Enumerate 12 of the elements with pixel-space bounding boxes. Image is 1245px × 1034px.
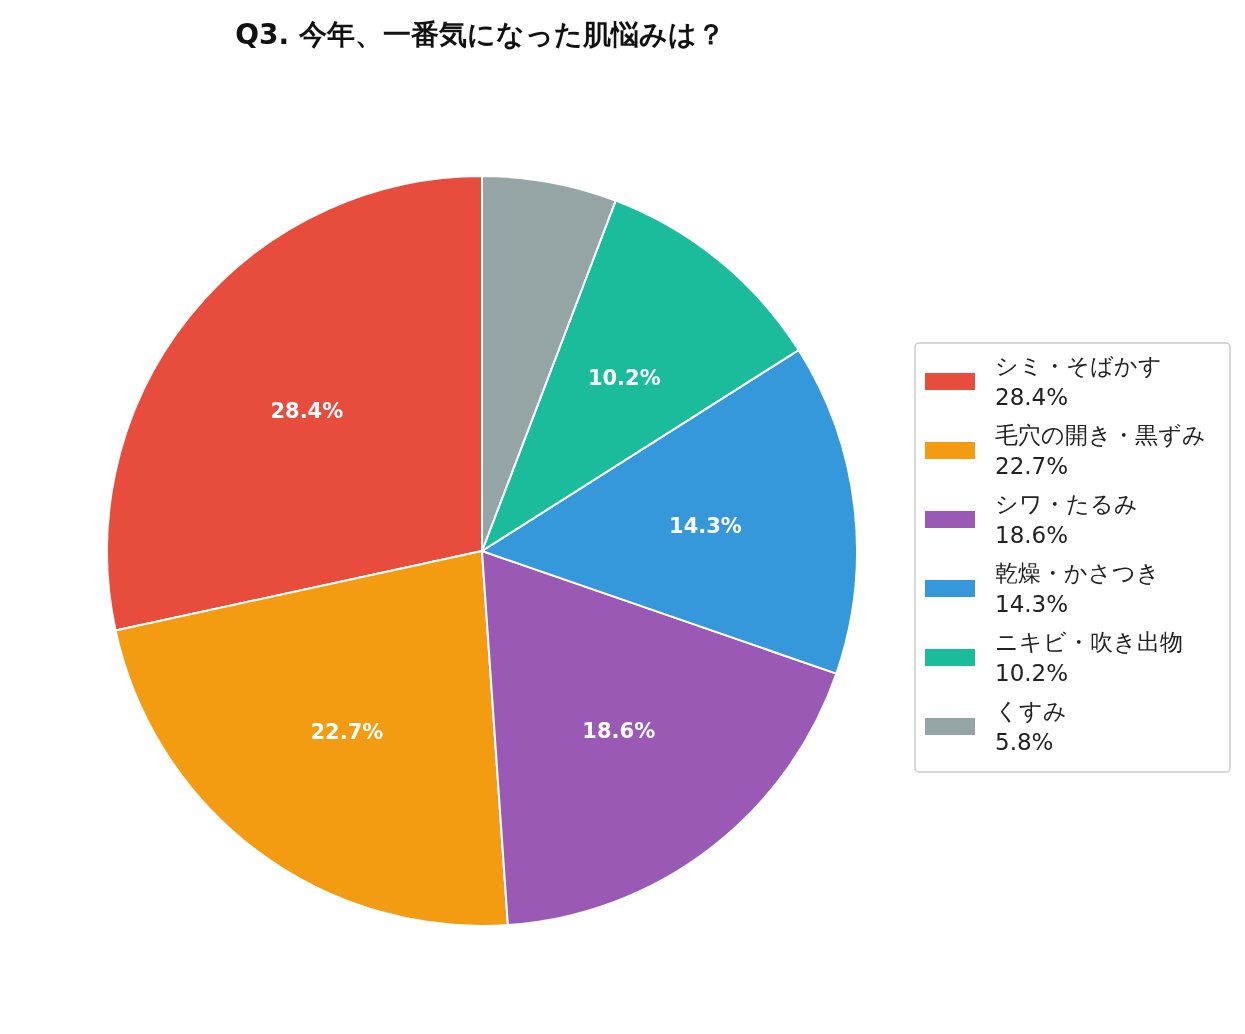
- legend-label: シミ・そばかす 28.4%: [995, 353, 1162, 410]
- data-label: 10.2%: [587, 365, 661, 390]
- data-label: 18.6%: [582, 718, 656, 743]
- legend-label: ニキビ・吹き出物 10.2%: [995, 629, 1183, 686]
- legend-label: シワ・たるみ 18.6%: [995, 491, 1138, 548]
- legend-label: くすみ 5.8%: [995, 698, 1067, 755]
- data-label: 28.4%: [270, 398, 344, 423]
- legend-label: 乾燥・かさつき 14.3%: [995, 560, 1160, 617]
- chart-title: Q3. 今年、一番気になった肌悩みは？: [235, 18, 725, 51]
- data-label: 22.7%: [310, 719, 384, 744]
- data-label: 14.3%: [669, 513, 742, 538]
- legend-label: 毛穴の開き・黒ずみ 22.7%: [995, 422, 1206, 479]
